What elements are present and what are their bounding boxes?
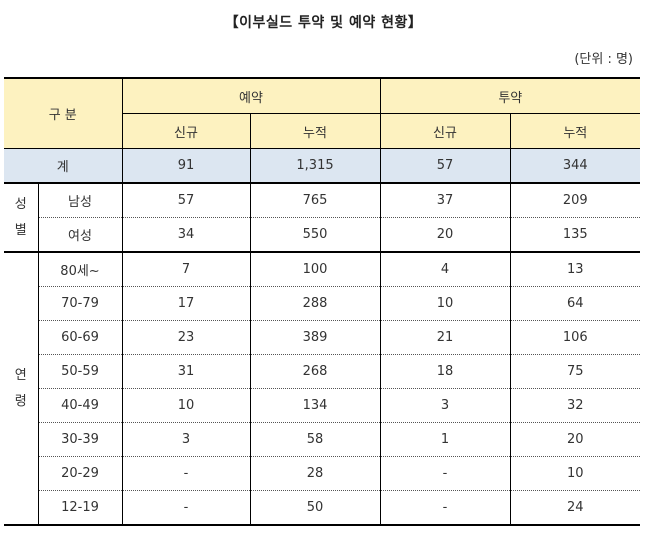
table-cell: 4 — [379, 252, 511, 287]
table-row: 30-39 3 58 1 20 — [4, 422, 641, 457]
table-row: 60-69 23 389 21 106 — [4, 320, 641, 355]
table-cell: 3 — [121, 422, 250, 457]
table-cell: 75 — [509, 354, 641, 389]
table-cell: 58 — [249, 422, 381, 457]
row-label: 60-69 — [38, 320, 122, 355]
header-reservation: 예약 — [121, 77, 381, 114]
total-cell: 91 — [121, 148, 250, 184]
row-label: 50-59 — [38, 354, 122, 389]
table-cell: 100 — [249, 252, 381, 287]
row-label: 20-29 — [38, 456, 122, 491]
table-cell: 64 — [509, 286, 641, 321]
total-row: 계 91 1,315 57 344 — [4, 148, 641, 184]
table-cell: 50 — [249, 490, 381, 526]
table-cell: - — [121, 490, 250, 526]
table-cell: 288 — [249, 286, 381, 321]
total-cell: 344 — [509, 148, 641, 184]
unit-label: (단위 : 명) — [574, 52, 633, 67]
document-title: 【이부실드 투약 및 예약 현황】 — [224, 15, 423, 31]
table-cell: 32 — [509, 388, 641, 423]
table-cell: 34 — [121, 217, 250, 253]
table-cell: 268 — [249, 354, 381, 389]
header-administration: 투약 — [379, 77, 641, 114]
table-cell: 21 — [379, 320, 511, 355]
table-cell: 3 — [379, 388, 511, 423]
table-cell: 31 — [121, 354, 250, 389]
table-cell: 20 — [379, 217, 511, 253]
table-cell: 10 — [509, 456, 641, 491]
table-row: 40-49 10 134 3 32 — [4, 388, 641, 423]
table-row: 20-29 - 28 - 10 — [4, 456, 641, 491]
header-reservation-new: 신규 — [121, 113, 250, 149]
table-cell: 7 — [121, 252, 250, 287]
header-reservation-cumulative: 누적 — [249, 113, 381, 149]
row-label: 70-79 — [38, 286, 122, 321]
table-row: 70-79 17 288 10 64 — [4, 286, 641, 321]
table-row: 여성 34 550 20 135 — [4, 217, 641, 253]
table-cell: 389 — [249, 320, 381, 355]
table-row: 50-59 31 268 18 75 — [4, 354, 641, 389]
table-cell: 17 — [121, 286, 250, 321]
row-label: 12-19 — [38, 490, 122, 526]
total-label: 계 — [4, 148, 122, 184]
total-cell: 57 — [379, 148, 511, 184]
table-cell: 550 — [249, 217, 381, 253]
table-cell: 37 — [379, 183, 511, 218]
table-cell: 28 — [249, 456, 381, 491]
status-table: 구 분 예약 투약 신규 누적 신규 누적 계 91 1,315 57 344 … — [4, 77, 641, 526]
table-cell: 134 — [249, 388, 381, 423]
table-cell: - — [379, 490, 511, 526]
table-cell: 57 — [121, 183, 250, 218]
table-cell: 24 — [509, 490, 641, 526]
header-category: 구 분 — [4, 77, 122, 149]
row-label: 40-49 — [38, 388, 122, 423]
table-cell: 20 — [509, 422, 641, 457]
table-cell: - — [379, 456, 511, 491]
table-cell: 13 — [509, 252, 641, 287]
header-administration-cumulative: 누적 — [509, 113, 641, 149]
table-cell: 1 — [379, 422, 511, 457]
table-cell: 765 — [249, 183, 381, 218]
row-label: 30-39 — [38, 422, 122, 457]
row-label: 여성 — [38, 217, 122, 253]
table-cell: 23 — [121, 320, 250, 355]
total-cell: 1,315 — [249, 148, 381, 184]
table-cell: 135 — [509, 217, 641, 253]
table-cell: 10 — [121, 388, 250, 423]
table-row: 12-19 - 50 - 24 — [4, 490, 641, 526]
table-cell: 10 — [379, 286, 511, 321]
row-label: 남성 — [38, 183, 122, 218]
row-label: 80세~ — [38, 252, 122, 287]
table-cell: - — [121, 456, 250, 491]
table-cell: 106 — [509, 320, 641, 355]
header-administration-new: 신규 — [379, 113, 511, 149]
table-cell: 18 — [379, 354, 511, 389]
table-cell: 209 — [509, 183, 641, 218]
